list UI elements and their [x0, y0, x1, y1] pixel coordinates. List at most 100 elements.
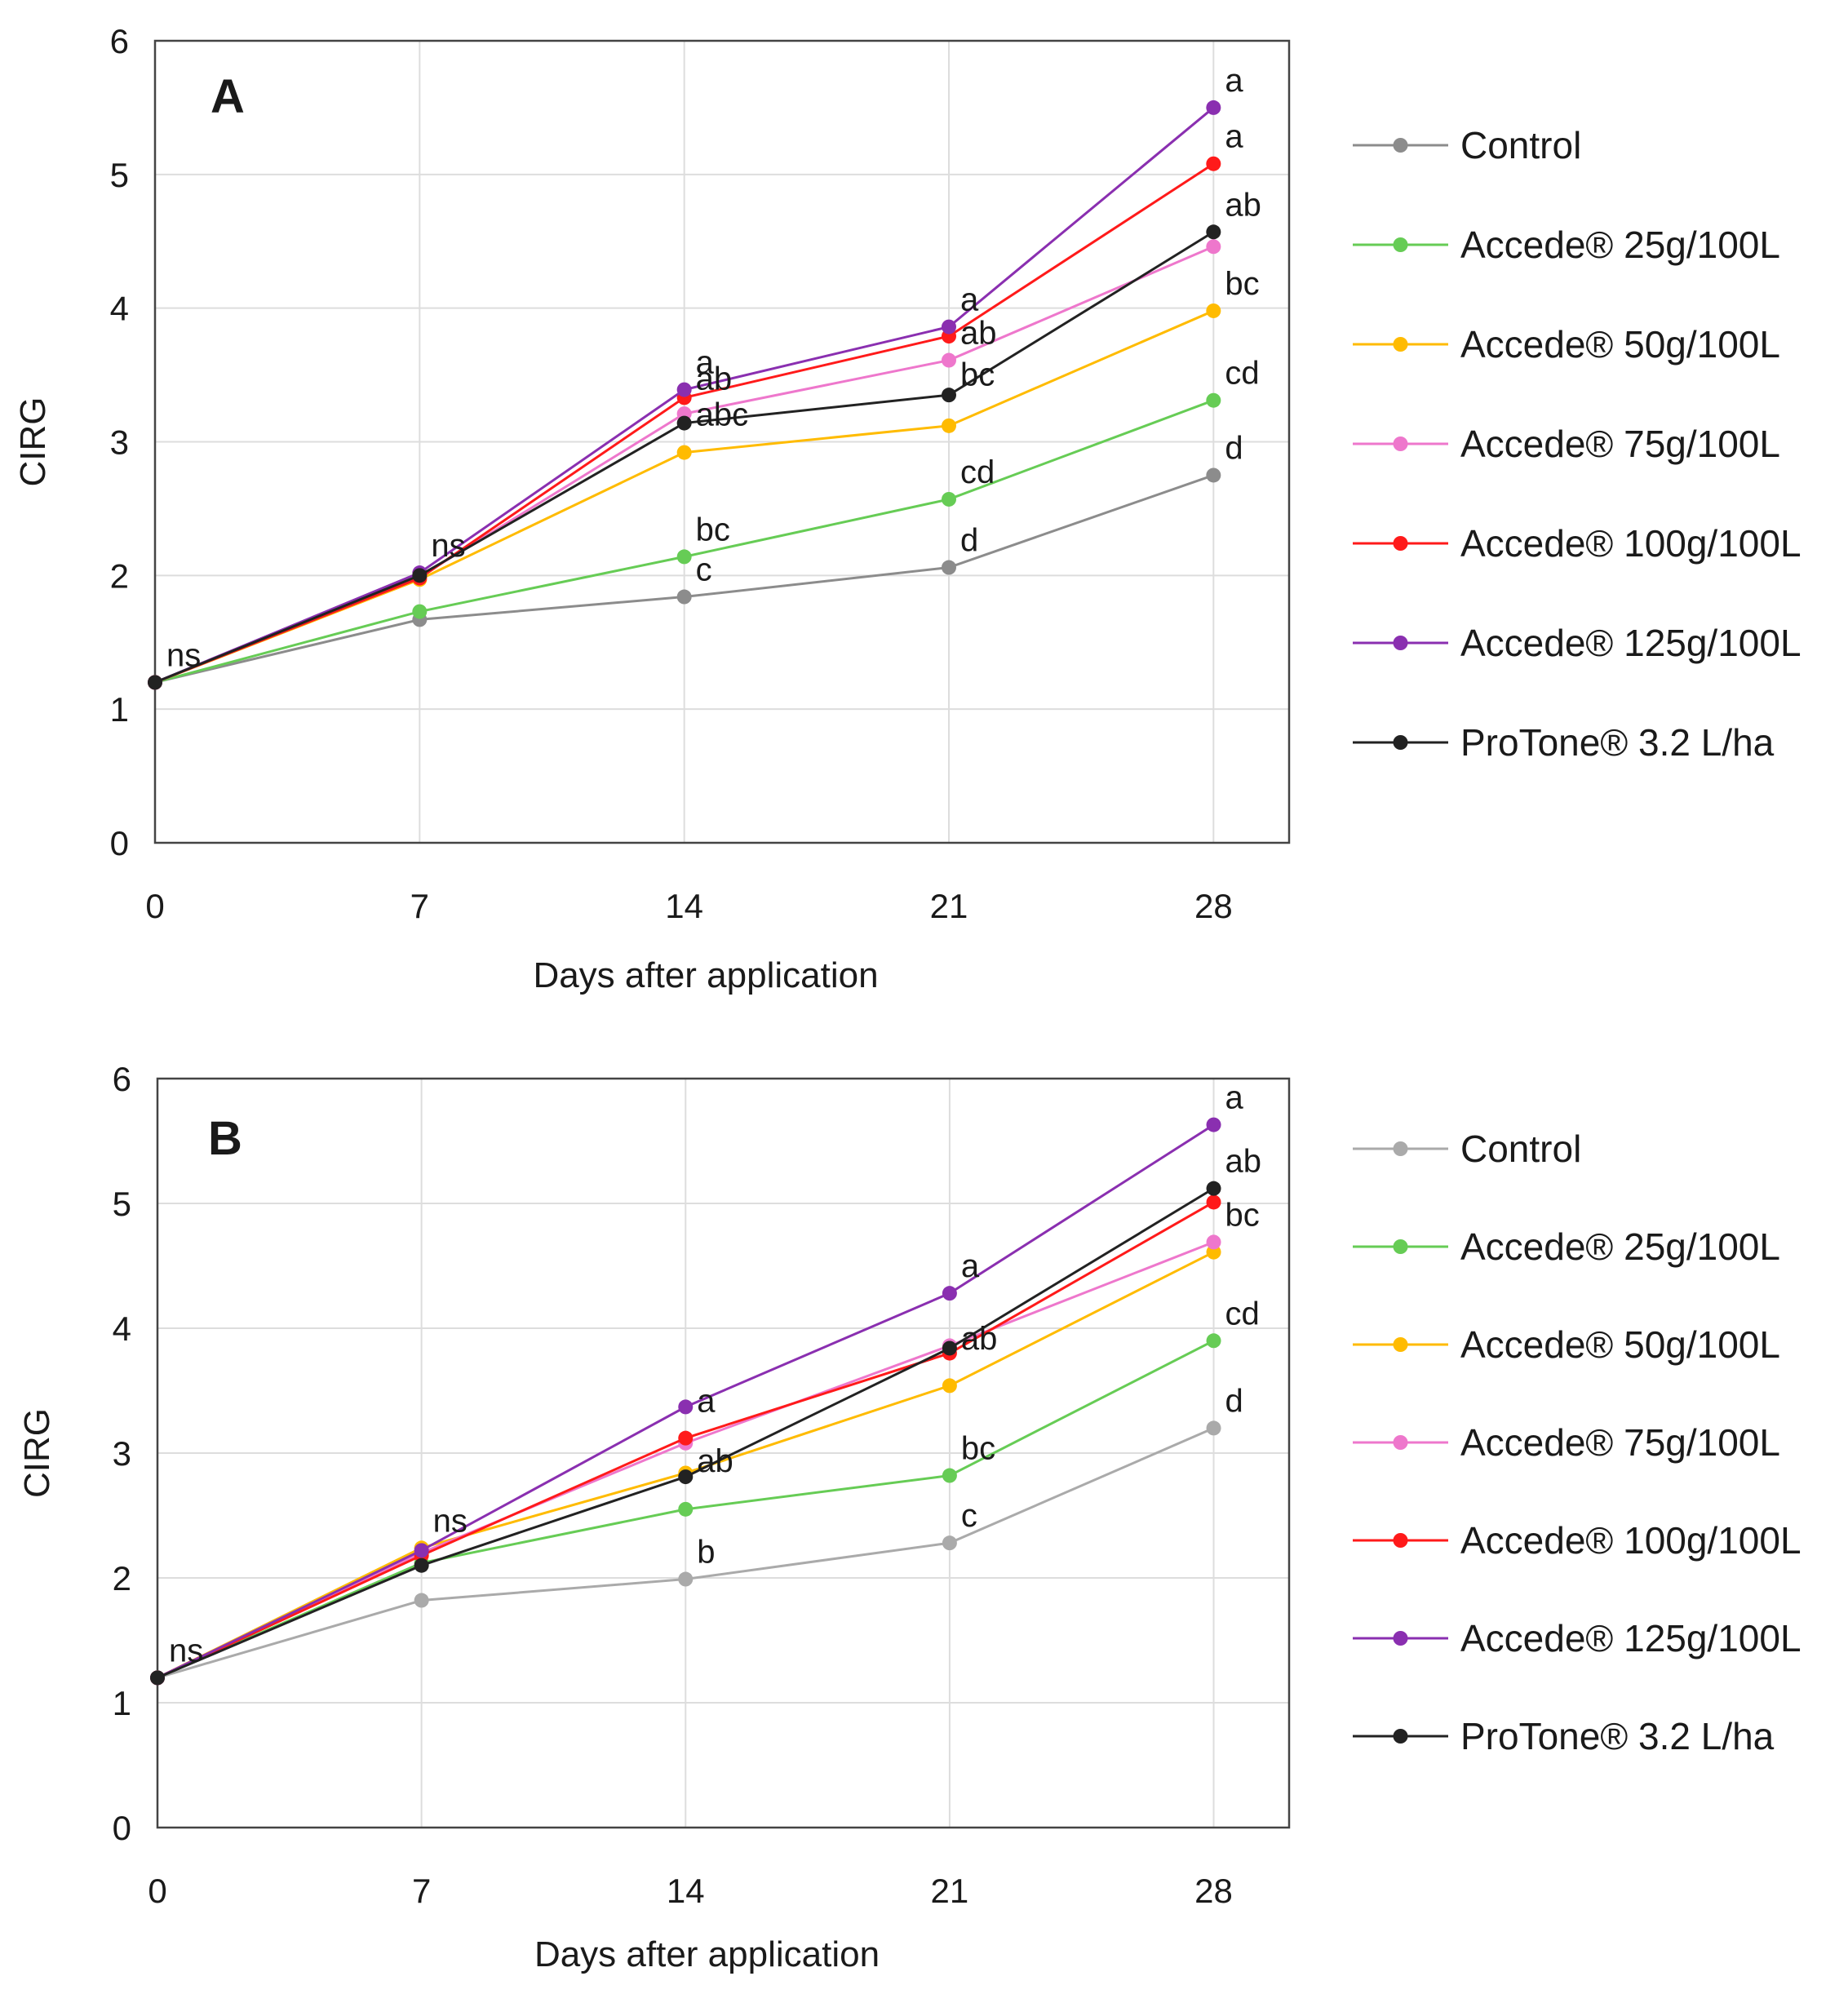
data-point	[412, 604, 428, 619]
significance-label: a	[1225, 119, 1243, 155]
data-point	[676, 589, 692, 605]
data-point	[942, 352, 956, 368]
data-point	[942, 1468, 957, 1483]
significance-label: abc	[696, 397, 749, 433]
y-tick-label: 3	[113, 1434, 131, 1473]
y-tick-label: 2	[113, 1559, 131, 1597]
y-tick-label: 2	[110, 556, 129, 595]
x-tick-label: 0	[148, 1872, 166, 1910]
significance-label: ns	[169, 1633, 203, 1668]
y-tick-label: 0	[113, 1809, 131, 1847]
legend-label: Accede® 75g/100L	[1460, 423, 1780, 465]
data-point	[676, 415, 692, 431]
data-point	[1206, 239, 1221, 255]
plot-frame	[156, 1077, 1291, 1829]
significance-label: cd	[960, 454, 995, 490]
data-point	[1206, 100, 1221, 115]
significance-label: ab	[1225, 187, 1261, 223]
data-point	[676, 445, 692, 460]
legend-label: Accede® 125g/100L	[1460, 1617, 1801, 1659]
data-point	[942, 491, 956, 507]
significance-label: d	[1225, 1383, 1243, 1419]
legend-marker	[1393, 735, 1408, 750]
data-point	[1206, 392, 1221, 408]
data-point	[414, 1558, 429, 1573]
data-point	[1206, 224, 1221, 240]
data-point	[1206, 156, 1221, 171]
legend-marker	[1393, 1141, 1408, 1156]
legend-label: Control	[1460, 1128, 1581, 1170]
data-point	[1206, 1117, 1221, 1132]
y-tick-label: 5	[113, 1185, 131, 1223]
panel-label: A	[211, 70, 245, 123]
legend-label: Accede® 125g/100L	[1460, 622, 1801, 664]
significance-label: bc	[1225, 266, 1259, 302]
legend-label: Control	[1460, 124, 1581, 166]
significance-label: ab	[961, 1321, 998, 1357]
data-point	[942, 1286, 957, 1301]
y-axis-title: CIRG	[13, 397, 53, 487]
legend-label: Accede® 25g/100L	[1460, 224, 1780, 266]
y-tick-label: 6	[113, 1060, 131, 1098]
x-tick-label: 21	[930, 887, 968, 925]
legend-label: Accede® 25g/100L	[1460, 1225, 1780, 1268]
y-tick-label: 6	[110, 22, 129, 60]
significance-label: ns	[431, 528, 465, 564]
legend-label: Accede® 50g/100L	[1460, 1323, 1780, 1366]
significance-label: a	[1225, 63, 1243, 99]
legend-marker	[1393, 337, 1408, 352]
legend-label: ProTone® 3.2 L/ha	[1460, 721, 1775, 764]
legend-marker	[1393, 636, 1408, 650]
data-point	[412, 568, 428, 583]
panel-label: B	[208, 1112, 242, 1165]
data-point	[678, 1430, 694, 1446]
legend-marker	[1393, 536, 1408, 551]
data-point	[942, 1378, 957, 1394]
significance-label: bc	[961, 1431, 995, 1467]
data-point	[676, 382, 692, 397]
x-tick-label: 14	[665, 887, 703, 925]
y-tick-label: 3	[110, 423, 129, 462]
legend-label: Accede® 100g/100L	[1460, 522, 1801, 565]
x-tick-label: 21	[931, 1872, 969, 1910]
legend-label: Accede® 100g/100L	[1460, 1519, 1801, 1562]
significance-label: ab	[697, 1443, 733, 1479]
significance-label: ab	[960, 316, 997, 352]
significance-label: bc	[960, 357, 995, 392]
significance-label: cd	[1225, 1296, 1260, 1332]
data-point	[942, 319, 956, 335]
legend-marker	[1393, 237, 1408, 252]
significance-label: ab	[1225, 1144, 1262, 1180]
y-tick-label: 1	[110, 690, 129, 729]
significance-label: d	[960, 523, 978, 559]
significance-label: b	[697, 1535, 715, 1571]
data-point	[1206, 1234, 1221, 1250]
y-tick-label: 1	[113, 1684, 131, 1722]
y-tick-label: 0	[110, 824, 129, 862]
legend-label: ProTone® 3.2 L/ha	[1460, 1715, 1775, 1757]
chart-panel-a: 0 1 2 3 4 5 6 0 7 14 21 28 Days after application CIR…	[13, 22, 1801, 995]
significance-label: ns	[433, 1503, 468, 1539]
data-point	[148, 675, 162, 690]
data-point	[414, 1593, 429, 1608]
data-point	[942, 388, 956, 403]
data-point	[678, 1469, 694, 1485]
data-point	[1206, 303, 1221, 318]
x-axis-title: Days after application	[534, 1934, 880, 1974]
data-point	[1206, 1420, 1221, 1436]
x-tick-label: 28	[1194, 1872, 1233, 1910]
x-tick-label: 14	[667, 1872, 705, 1910]
x-tick-label: 7	[412, 1872, 431, 1910]
significance-label: a	[696, 345, 715, 381]
x-tick-label: 28	[1194, 887, 1233, 925]
legend-marker	[1393, 138, 1408, 153]
significance-label: bc	[696, 512, 730, 547]
chart-panel-b: 0 1 2 3 4 5 6 0 7 14 21 28 Days after application CIR…	[17, 1060, 1801, 1974]
legend-marker	[1393, 1533, 1408, 1548]
legend-marker	[1393, 1435, 1408, 1450]
y-axis-title: CIRG	[17, 1408, 57, 1498]
significance-label: cd	[1225, 356, 1259, 392]
y-tick-label: 5	[110, 156, 129, 194]
legend-label: Accede® 50g/100L	[1460, 323, 1780, 366]
